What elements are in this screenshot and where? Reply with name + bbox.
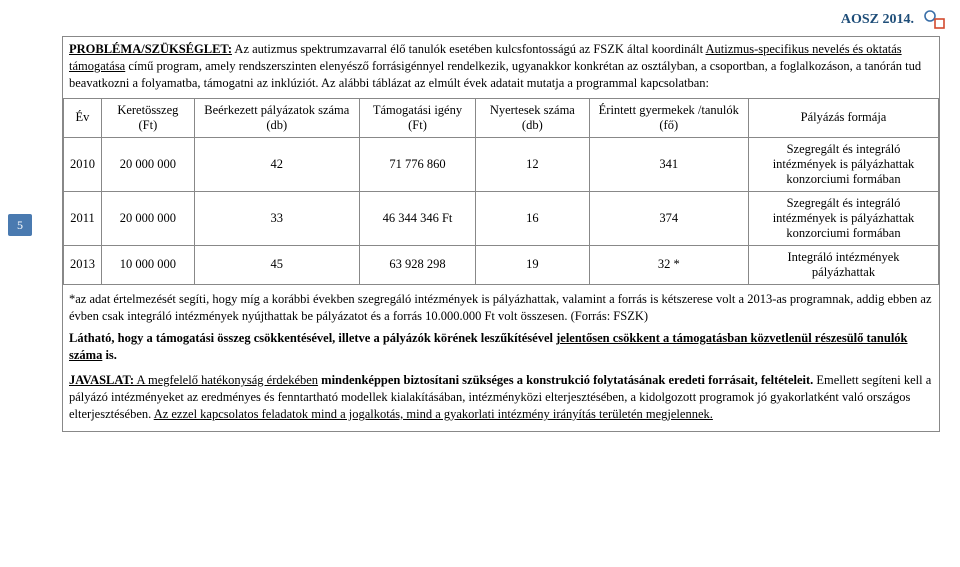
cell: 46 344 346 Ft [359, 191, 475, 245]
table-row: 2011 20 000 000 33 46 344 346 Ft 16 374 … [64, 191, 939, 245]
observation-paragraph: Látható, hogy a támogatási összeg csökke… [63, 326, 939, 368]
cell: 10 000 000 [102, 245, 195, 284]
col-students: Érintett gyermekek /tanulók (fő) [589, 98, 748, 137]
cell: 71 776 860 [359, 137, 475, 191]
cell: Szegregált és integráló intézmények is p… [749, 137, 939, 191]
col-apps: Beérkezett pályázatok száma (db) [194, 98, 359, 137]
cell: 45 [194, 245, 359, 284]
proposal-rest-2: Az ezzel kapcsolatos feladatok mind a jo… [154, 407, 713, 421]
col-budget: Keretösszeg (Ft) [102, 98, 195, 137]
cell: 63 928 298 [359, 245, 475, 284]
aosz-logo-icon [920, 8, 948, 32]
cell: 19 [476, 245, 589, 284]
cell: 33 [194, 191, 359, 245]
cell: 16 [476, 191, 589, 245]
data-table: Év Keretösszeg (Ft) Beérkezett pályázato… [63, 98, 939, 285]
proposal-ul: A megfelelő hatékonyság érdekében [134, 373, 318, 387]
cell: 20 000 000 [102, 191, 195, 245]
cell: Integráló intézmények pályázhattak [749, 245, 939, 284]
col-winners: Nyertesek száma (db) [476, 98, 589, 137]
cell: 32 * [589, 245, 748, 284]
cell: 374 [589, 191, 748, 245]
obs-text-1: Látható, hogy a támogatási összeg csökke… [69, 331, 556, 345]
proposal-lead: JAVASLAT: [69, 373, 134, 387]
intro-text-2: című program, amely rendszerszinten elen… [69, 59, 921, 90]
col-form: Pályázás formája [749, 98, 939, 137]
cell: 2010 [64, 137, 102, 191]
footnote-paragraph: *az adat értelmezését segíti, hogy míg a… [63, 285, 939, 327]
page-number-badge: 5 [8, 214, 32, 236]
table-row: 2010 20 000 000 42 71 776 860 12 341 Sze… [64, 137, 939, 191]
cell: 12 [476, 137, 589, 191]
table-header-row: Év Keretösszeg (Ft) Beérkezett pályázato… [64, 98, 939, 137]
intro-paragraph: PROBLÉMA/SZÜKSÉGLET: Az autizmus spektru… [63, 37, 939, 98]
cell: 2013 [64, 245, 102, 284]
table-row: 2013 10 000 000 45 63 928 298 19 32 * In… [64, 245, 939, 284]
col-year: Év [64, 98, 102, 137]
obs-text-2: is. [102, 348, 117, 362]
document-body: PROBLÉMA/SZÜKSÉGLET: Az autizmus spektru… [62, 36, 940, 432]
cell: 341 [589, 137, 748, 191]
intro-lead: PROBLÉMA/SZÜKSÉGLET: [69, 42, 232, 56]
page-header: AOSZ 2014. [841, 8, 948, 32]
cell: 20 000 000 [102, 137, 195, 191]
proposal-paragraph: JAVASLAT: A megfelelő hatékonyság érdeké… [63, 368, 939, 431]
cell: 42 [194, 137, 359, 191]
cell: 2011 [64, 191, 102, 245]
header-title: AOSZ 2014. [841, 12, 914, 28]
proposal-bold: mindenképpen biztosítani szükséges a kon… [318, 373, 813, 387]
col-demand: Támogatási igény (Ft) [359, 98, 475, 137]
cell: Szegregált és integráló intézmények is p… [749, 191, 939, 245]
intro-text-1: Az autizmus spektrumzavarral élő tanulók… [232, 42, 706, 56]
